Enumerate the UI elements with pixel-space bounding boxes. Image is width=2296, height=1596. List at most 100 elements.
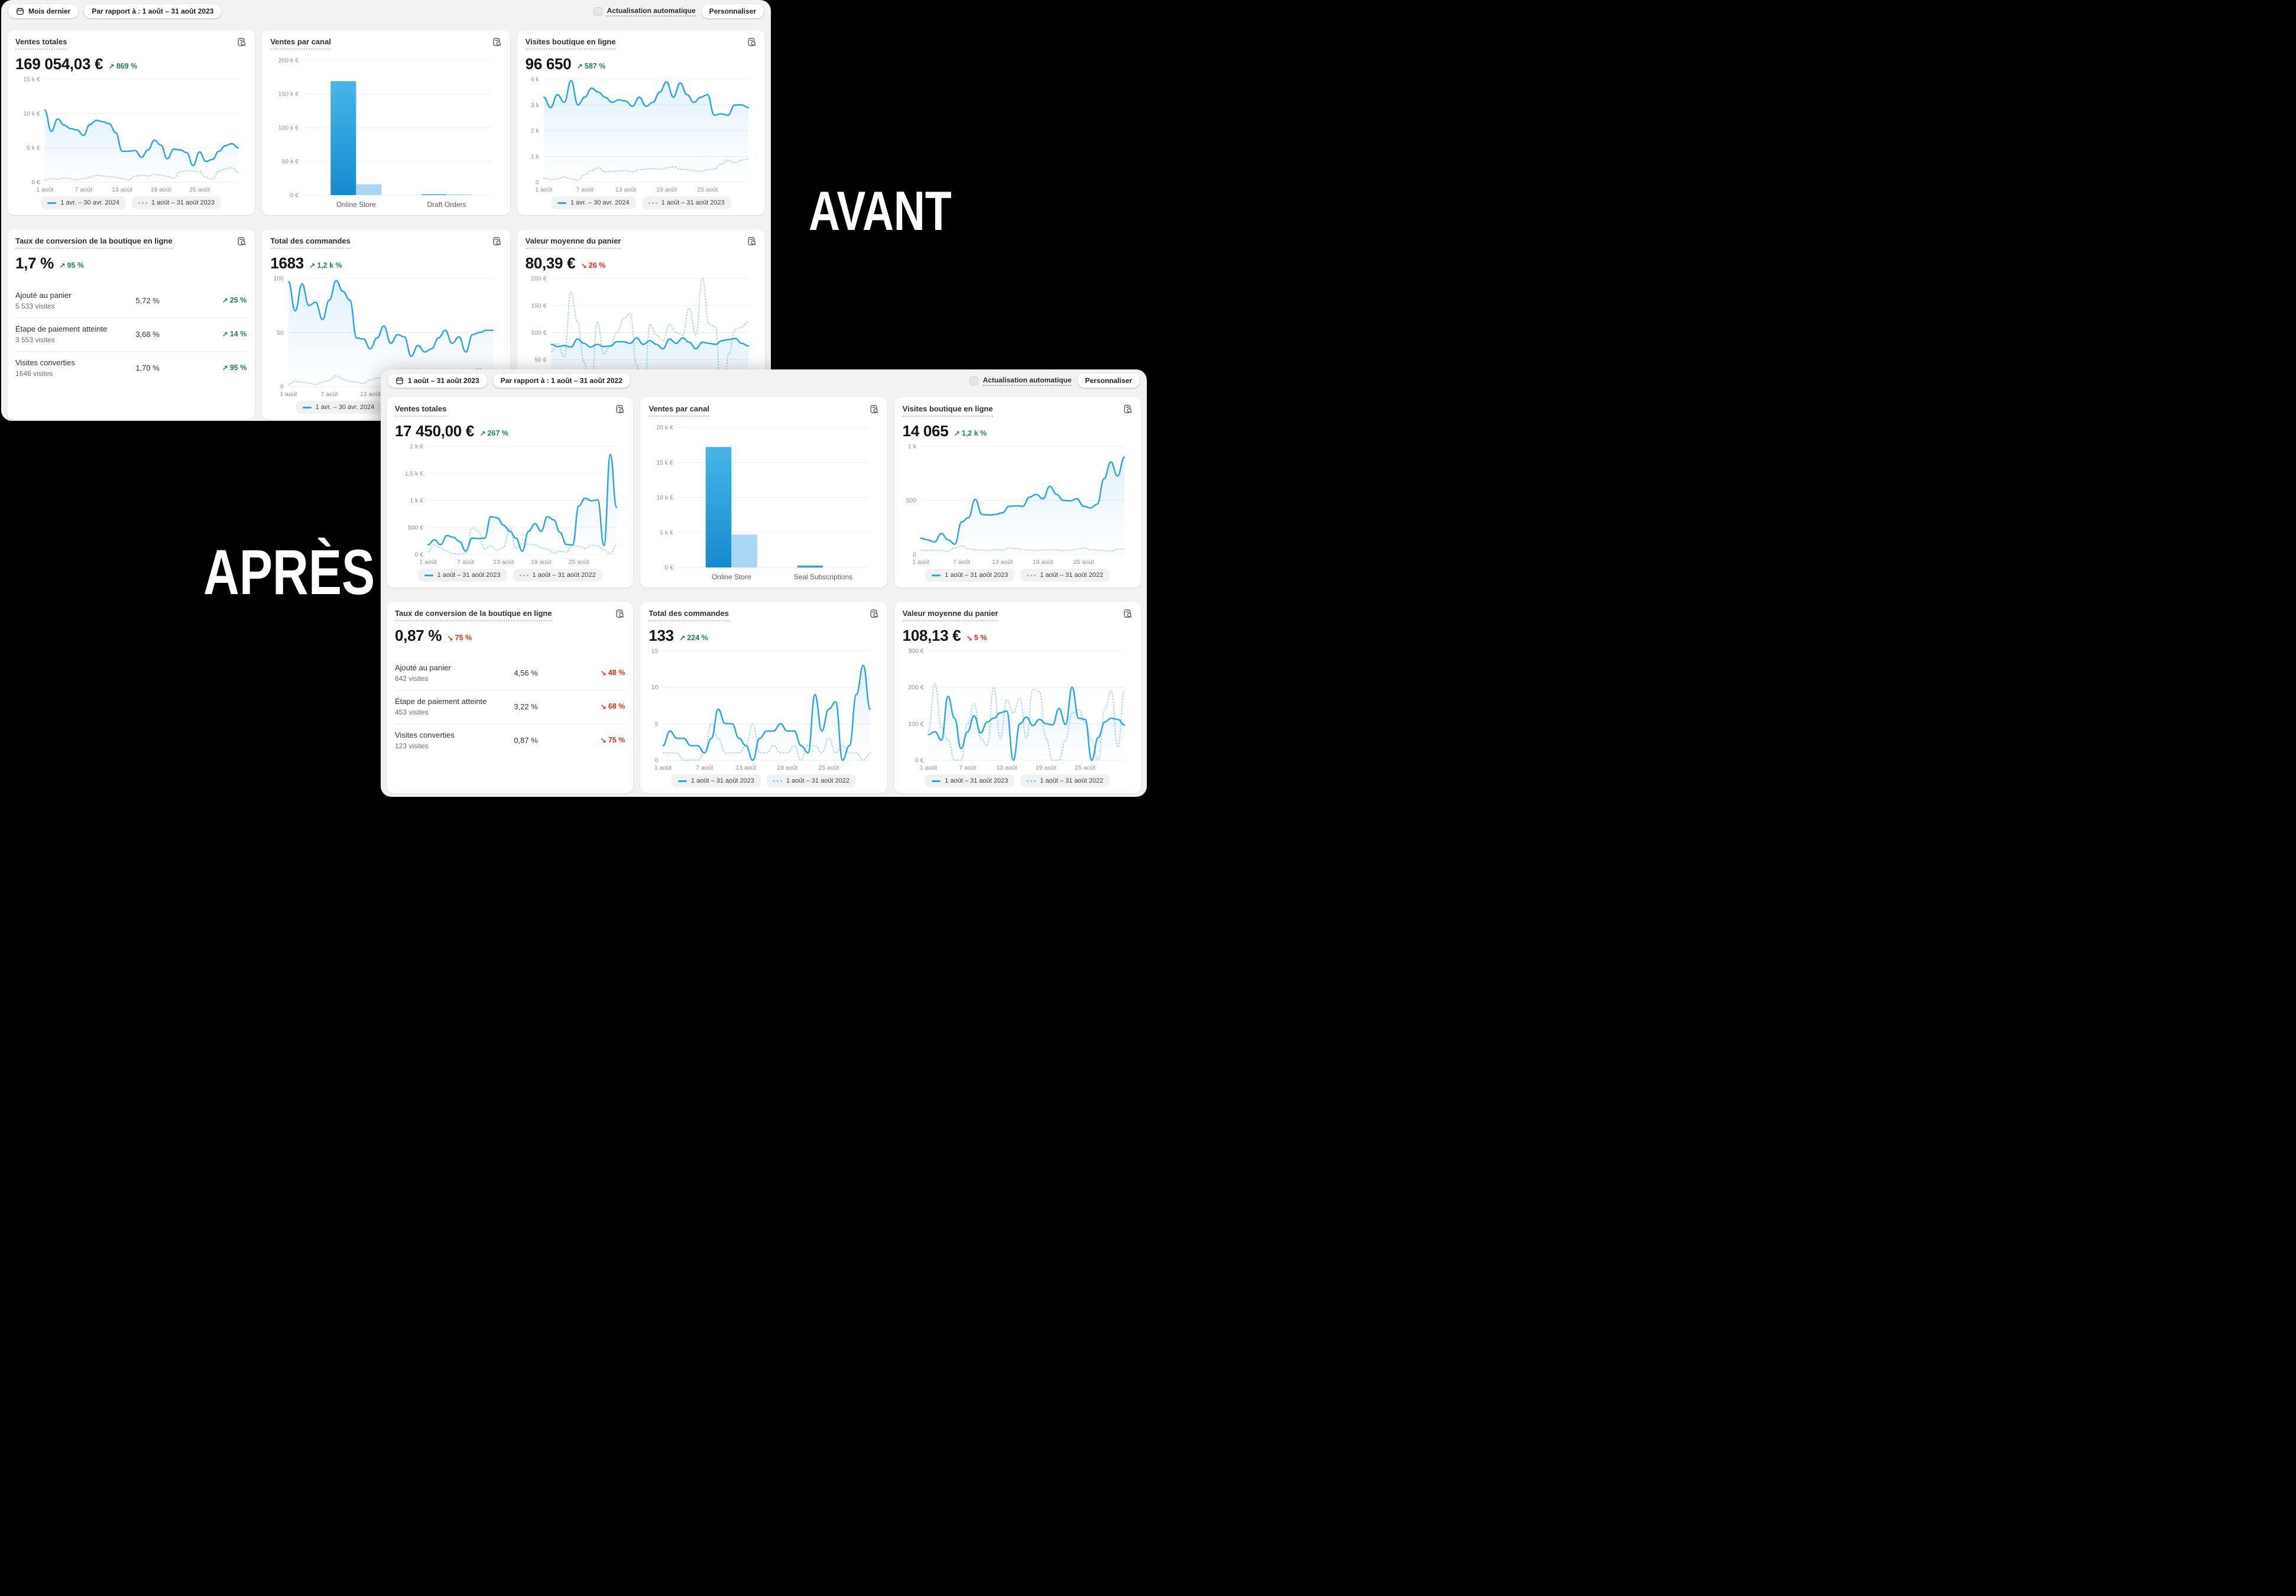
delta-value: 5 % bbox=[974, 634, 987, 643]
calendar-icon bbox=[16, 7, 24, 15]
legend-label: 1 avr. – 30 avr. 2024 bbox=[570, 199, 630, 206]
delta-badge: ↗ 869 % bbox=[108, 62, 137, 71]
svg-text:150 k €: 150 k € bbox=[278, 91, 299, 98]
legend-current-period[interactable]: 1 avr. – 30 avr. 2024 bbox=[550, 196, 636, 209]
svg-text:13 août: 13 août bbox=[360, 391, 381, 398]
svg-text:Draft Orders: Draft Orders bbox=[427, 200, 466, 209]
dotted-line-icon bbox=[519, 574, 528, 576]
card-title[interactable]: Total des commandes bbox=[648, 609, 729, 622]
funnel-step-visits: 3 553 visites bbox=[15, 336, 55, 345]
legend-current-period[interactable]: 1 août – 31 août 2023 bbox=[671, 774, 761, 787]
view-report-icon[interactable] bbox=[1123, 609, 1133, 621]
card-title[interactable]: Valeur moyenne du panier bbox=[525, 236, 621, 249]
view-report-icon[interactable] bbox=[747, 37, 757, 50]
date-range-label: Mois dernier bbox=[28, 7, 71, 15]
trend-arrow-icon: ↗ bbox=[59, 262, 66, 271]
legend-previous-period[interactable]: 1 août – 31 août 2022 bbox=[1020, 774, 1110, 787]
svg-text:300 €: 300 € bbox=[908, 648, 923, 655]
trend-arrow-icon: ↘ bbox=[447, 634, 453, 643]
view-report-icon[interactable] bbox=[237, 37, 247, 50]
legend-label: 1 avr. – 30 avr. 2024 bbox=[315, 404, 375, 411]
svg-text:15 k €: 15 k € bbox=[657, 459, 674, 466]
view-report-icon[interactable] bbox=[237, 236, 247, 249]
customize-button[interactable]: Personnaliser bbox=[701, 4, 764, 18]
delta-badge: ↗ 95 % bbox=[222, 364, 247, 372]
legend-current-period[interactable]: 1 août – 31 août 2023 bbox=[925, 774, 1015, 787]
online-store-sessions-line-chart[interactable]: 0 500 1 k 1 août 7 août 13 août 19 août 25 août bbox=[903, 440, 1133, 566]
view-report-icon[interactable] bbox=[1123, 404, 1133, 417]
auto-refresh-toggle[interactable]: Actualisation automatique bbox=[593, 7, 696, 17]
auto-refresh-checkbox[interactable] bbox=[969, 376, 978, 385]
compare-range-button[interactable]: Par rapport à : 1 août – 31 août 2023 bbox=[84, 4, 222, 18]
card-title[interactable]: Ventes par canal bbox=[648, 404, 709, 417]
view-report-icon[interactable] bbox=[492, 236, 502, 249]
card-title[interactable]: Valeur moyenne du panier bbox=[902, 609, 998, 622]
funnel-step-visits: 642 visites bbox=[395, 674, 429, 683]
funnel-step-visits: 123 visites bbox=[395, 742, 429, 751]
card-title[interactable]: Taux de conversion de la boutique en lig… bbox=[395, 609, 552, 622]
trend-arrow-icon: ↘ bbox=[966, 634, 972, 643]
view-report-icon[interactable] bbox=[615, 609, 625, 621]
card-title[interactable]: Taux de conversion de la boutique en lig… bbox=[15, 236, 173, 249]
total-sales-line-chart[interactable]: 0 € 5 k € 10 k € 15 k € 1 août 7 août 13 août 1… bbox=[15, 73, 247, 194]
view-report-icon[interactable] bbox=[492, 37, 502, 50]
legend-current-period[interactable]: 1 avr. – 30 avr. 2024 bbox=[296, 401, 381, 414]
solid-line-icon bbox=[47, 202, 57, 204]
legend-label: 1 août – 31 août 2023 bbox=[437, 572, 501, 579]
legend-current-period[interactable]: 1 août – 31 août 2023 bbox=[417, 569, 507, 582]
svg-text:13 août: 13 août bbox=[493, 559, 514, 566]
cards-grid: Ventes totales 169 054,03 € ↗ 869 % 0 € 5… bbox=[1, 30, 771, 420]
delta-value: 25 % bbox=[229, 296, 247, 305]
legend-previous-period[interactable]: 1 août – 31 août 2023 bbox=[131, 196, 222, 209]
svg-text:19 août: 19 août bbox=[777, 764, 798, 771]
card-title[interactable]: Visites boutique en ligne bbox=[525, 37, 616, 50]
legend-current-period[interactable]: 1 avr. – 30 avr. 2024 bbox=[41, 196, 126, 209]
card-title[interactable]: Ventes totales bbox=[15, 37, 67, 50]
sales-by-channel-bar-chart[interactable]: 0 € 5 k € 10 k € 15 k € 20 k € Online Store Se… bbox=[648, 420, 878, 583]
card-average-order-value-after: Valeur moyenne du panier 108,13 € ↘ 5 % … bbox=[894, 602, 1141, 793]
card-title[interactable]: Ventes totales bbox=[395, 404, 447, 417]
svg-text:200 k €: 200 k € bbox=[278, 57, 299, 64]
svg-text:150 €: 150 € bbox=[531, 303, 546, 310]
auto-refresh-label: Actualisation automatique bbox=[982, 376, 1072, 386]
delta-value: 267 % bbox=[487, 429, 508, 438]
delta-value: 224 % bbox=[687, 634, 708, 643]
card-conversion-rate-before: Taux de conversion de la boutique en lig… bbox=[7, 229, 255, 420]
svg-text:1 août: 1 août bbox=[419, 559, 436, 566]
legend-previous-period[interactable]: 1 août – 31 août 2023 bbox=[641, 196, 731, 209]
card-title[interactable]: Visites boutique en ligne bbox=[902, 404, 993, 417]
date-range-button[interactable]: 1 août – 31 août 2023 bbox=[388, 374, 487, 388]
auto-refresh-checkbox[interactable] bbox=[593, 7, 602, 16]
view-report-icon[interactable] bbox=[615, 404, 625, 417]
view-report-icon[interactable] bbox=[747, 236, 757, 249]
sales-by-channel-bar-chart[interactable]: 0 € 50 k € 100 k € 150 k € 200 k € Online Sto… bbox=[270, 53, 501, 210]
legend-label: 1 août – 31 août 2022 bbox=[1040, 777, 1104, 784]
delta-badge: ↗ 1,2 k % bbox=[954, 429, 987, 438]
total-sales-line-chart[interactable]: 0 € 500 € 1 k € 1,5 k € 2 k € 1 août 7 août 13 … bbox=[395, 440, 625, 566]
card-title[interactable]: Total des commandes bbox=[270, 236, 351, 249]
legend-previous-period[interactable]: 1 août – 31 août 2022 bbox=[766, 774, 857, 787]
legend-current-period[interactable]: 1 août – 31 août 2023 bbox=[925, 569, 1015, 582]
svg-text:50 k €: 50 k € bbox=[282, 158, 299, 166]
trend-arrow-icon: ↗ bbox=[222, 364, 228, 373]
svg-text:100 €: 100 € bbox=[531, 329, 546, 336]
view-report-icon[interactable] bbox=[870, 609, 879, 621]
customize-button[interactable]: Personnaliser bbox=[1077, 374, 1140, 388]
card-online-store-sessions-before: Visites boutique en ligne 96 650 ↗ 587 %… bbox=[517, 30, 765, 215]
delta-value: 14 % bbox=[229, 330, 247, 339]
online-store-sessions-line-chart[interactable]: 0 1 k 2 k 3 k 4 k 1 août 7 août 13 août 19 août 2… bbox=[526, 73, 757, 194]
view-report-icon[interactable] bbox=[870, 404, 879, 417]
date-range-button[interactable]: Mois dernier bbox=[8, 4, 79, 18]
card-title[interactable]: Ventes par canal bbox=[270, 37, 331, 50]
funnel-step-label: Étape de paiement atteinte bbox=[15, 325, 108, 334]
average-order-value-line-chart[interactable]: 0 € 100 € 200 € 300 € 1 août 7 août 13 août 19 … bbox=[903, 645, 1133, 772]
auto-refresh-toggle[interactable]: Actualisation automatique bbox=[969, 376, 1072, 386]
metric-value: 1683 bbox=[270, 254, 304, 273]
svg-text:7 août: 7 août bbox=[321, 391, 338, 398]
total-orders-line-chart[interactable]: 0 5 10 15 1 août 7 août 13 août 19 août 25 août bbox=[648, 645, 878, 772]
legend-previous-period[interactable]: 1 août – 31 août 2022 bbox=[513, 569, 602, 582]
compare-range-button[interactable]: Par rapport à : 1 août – 31 août 2022 bbox=[492, 374, 630, 388]
trend-arrow-icon: ↗ bbox=[222, 297, 228, 306]
legend-previous-period[interactable]: 1 août – 31 août 2022 bbox=[1020, 569, 1110, 582]
svg-text:1 août: 1 août bbox=[535, 186, 552, 193]
